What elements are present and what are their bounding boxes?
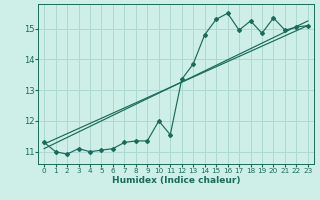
X-axis label: Humidex (Indice chaleur): Humidex (Indice chaleur) (112, 176, 240, 185)
